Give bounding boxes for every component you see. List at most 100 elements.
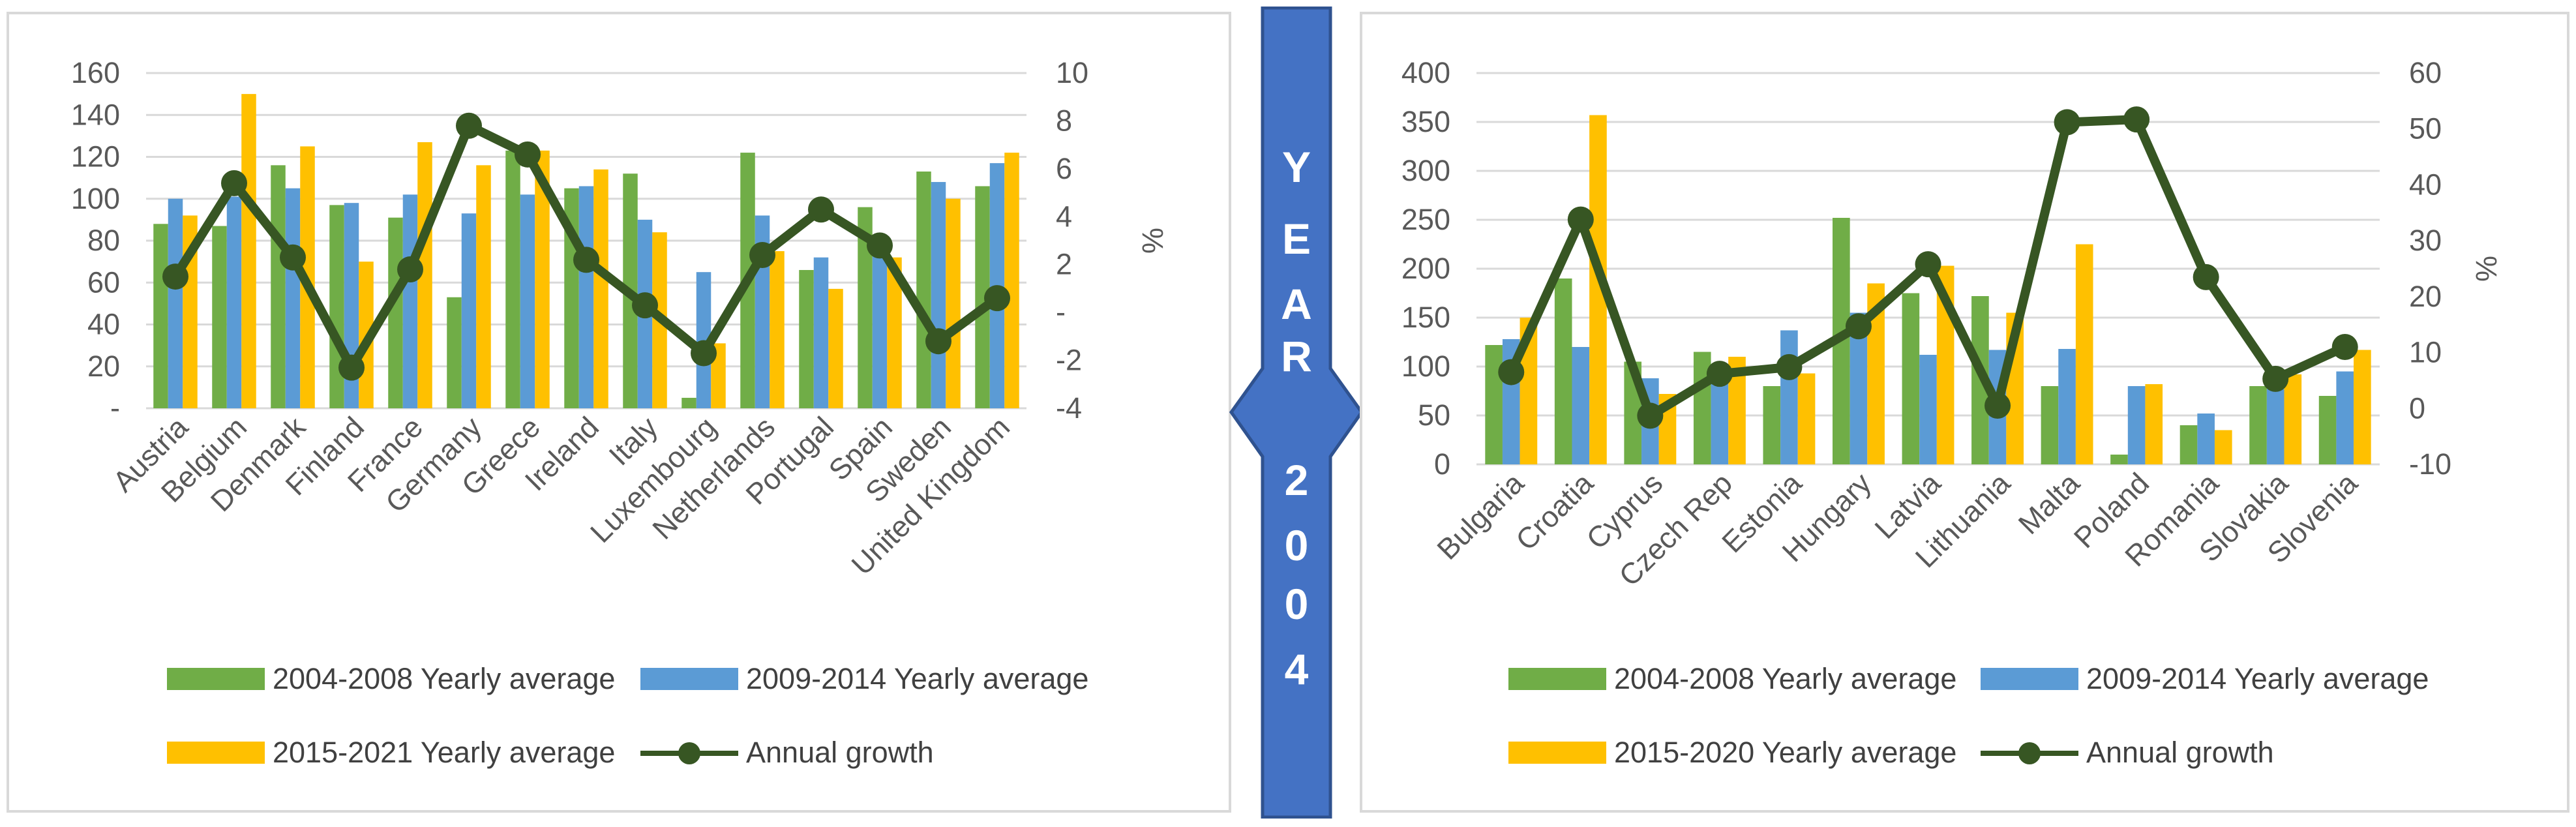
x-category-label: Bulgaria [1431, 466, 1531, 565]
bar [520, 194, 535, 408]
bar [799, 269, 814, 408]
bar [153, 224, 168, 408]
bar [168, 198, 183, 408]
legend-label: 2004-2008 Yearly average [273, 662, 616, 695]
y-left-tick-label: 100 [1401, 350, 1450, 383]
bar [2145, 384, 2163, 464]
legend-label: 2009-2014 Yearly average [746, 662, 1089, 695]
bar [241, 94, 256, 408]
legend-line-marker [640, 742, 738, 764]
left-chart-panel: -20 40 60 80 100 120 140 160 -4 -2-2 4 6 8 10% Austria… [7, 12, 1231, 813]
y-right-tick-label: 8 [1056, 104, 1072, 137]
bar [1485, 345, 1503, 464]
y-left-tick-label: 200 [1401, 252, 1450, 285]
growth-point [1915, 251, 1941, 278]
legend-label: 2015-2021 Yearly average [273, 736, 616, 769]
y-right-tick-label: 20 [2409, 280, 2442, 313]
bar [226, 196, 242, 408]
y-left-tick-label: 50 [1418, 398, 1450, 432]
bar [447, 297, 462, 408]
bar [2336, 371, 2354, 464]
legend-label: Annual growth [746, 736, 934, 769]
y-left-tick-label: 120 [71, 140, 120, 173]
bar [872, 236, 888, 408]
bar [402, 194, 418, 408]
y-left-tick-label: 400 [1401, 56, 1450, 89]
old-members-chart: -20406080100120140160-4-2-246810%Austria… [71, 56, 1169, 581]
legend-swatch-blue [640, 668, 738, 690]
growth-point [1637, 402, 1664, 429]
y-right-axis-label: % [1136, 228, 1169, 254]
y-left-tick-label: 80 [87, 224, 120, 257]
y-right-tick-label: 6 [1056, 152, 1072, 185]
year-letter: R [1281, 332, 1312, 380]
year-double-arrow [1229, 7, 1363, 819]
bar [212, 226, 227, 408]
growth-point [2262, 365, 2289, 392]
growth-point [1706, 361, 1733, 387]
year-arrow-shape [1229, 7, 1363, 819]
y-right-tick-label: - [1056, 295, 1066, 329]
growth-point [1498, 359, 1525, 385]
legend-swatch-yellow [167, 742, 265, 764]
y-right-tick-label: 30 [2409, 224, 2442, 257]
bar [329, 205, 344, 408]
legend-item-series1: 2004-2008 Yearly average [1508, 662, 1956, 696]
bar [1797, 373, 1816, 464]
legend-swatch-green [1508, 668, 1606, 690]
year-letter: 0 [1284, 521, 1309, 569]
bar [1004, 153, 1019, 408]
bar [828, 288, 843, 408]
y-left-tick-label: 350 [1401, 105, 1450, 138]
bar [578, 186, 594, 408]
bar [593, 169, 608, 408]
y-right-tick-label: 10 [2409, 336, 2442, 369]
bar [1919, 355, 1937, 464]
bar [417, 142, 432, 408]
y-left-tick-label: 40 [87, 308, 120, 341]
legend-label: 2015-2020 Yearly average [1614, 736, 1957, 769]
bar [476, 165, 491, 408]
growth-point [867, 232, 893, 259]
y-left-tick-label: 160 [71, 56, 120, 89]
y-right-tick-label: 50 [2409, 112, 2442, 145]
y-right-tick-label: -4 [1056, 391, 1082, 425]
bar [2249, 386, 2267, 464]
legend-item-series2: 2009-2014 Yearly average [1981, 662, 2429, 696]
year-label: Y E A R 2 0 0 4 [1263, 7, 1330, 819]
y-left-tick-label: 100 [71, 182, 120, 215]
bar [2041, 386, 2059, 464]
bar [770, 251, 785, 408]
y-right-tick-label: -10 [2409, 447, 2451, 481]
growth-point [397, 256, 423, 283]
year-letter: 0 [1284, 580, 1309, 628]
y-left-tick-label: 140 [71, 98, 120, 131]
legend-label: 2004-2008 Yearly average [1614, 662, 1957, 695]
bar [2179, 425, 2198, 464]
bar [535, 150, 550, 409]
growth-point [925, 328, 951, 355]
y-left-tick-label: 250 [1401, 203, 1450, 236]
bar [2197, 414, 2215, 464]
legend-item-series2: 2009-2014 Yearly average [640, 662, 1088, 696]
y-left-tick-label: 20 [87, 350, 120, 383]
y-left-tick-label: - [110, 391, 120, 425]
bar [2110, 455, 2128, 464]
year-letter: 4 [1284, 645, 1309, 693]
year-letter: E [1281, 215, 1311, 263]
bar [916, 171, 931, 408]
growth-point [691, 340, 717, 367]
bar [858, 207, 873, 408]
bar [1763, 386, 1781, 464]
y-left-tick-label: 60 [87, 265, 120, 299]
x-category-label: Croatia [1509, 466, 1600, 556]
growth-point [280, 244, 306, 271]
y-right-tick-label: 2 [1056, 248, 1072, 281]
bar [813, 257, 829, 408]
legend-item-line: Annual growth [640, 736, 934, 770]
y-right-tick-label: 0 [2409, 391, 2425, 425]
growth-point [632, 292, 658, 319]
bar [2214, 430, 2232, 464]
bar [1572, 347, 1590, 464]
growth-point [515, 141, 541, 168]
